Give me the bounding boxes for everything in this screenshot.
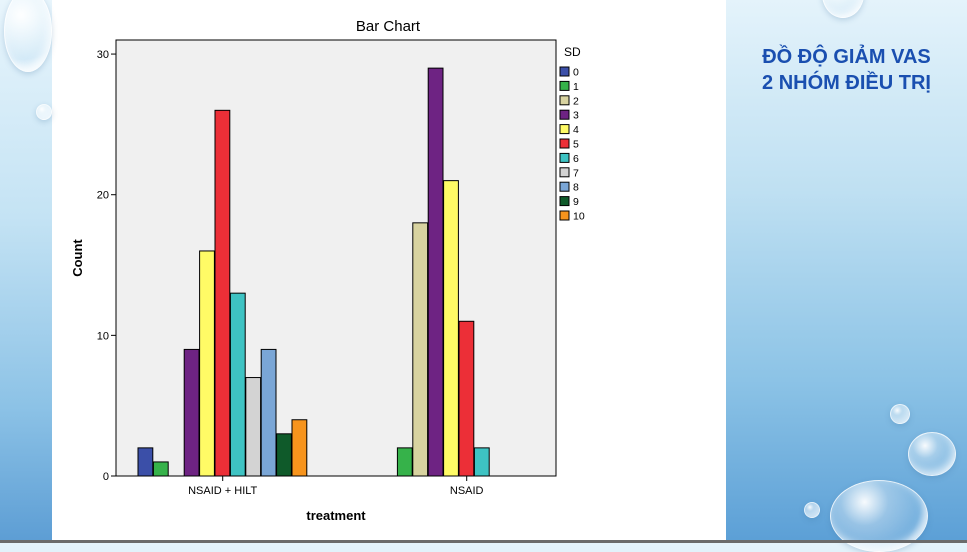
- legend-title: SD: [564, 45, 581, 59]
- slide-background-left: [0, 0, 52, 543]
- slide-title-line-1: ĐỒ ĐỘ GIẢM VAS: [762, 46, 931, 68]
- legend-swatch: [559, 196, 570, 207]
- slide-title: ĐỒ ĐỘ GIẢM VAS 2 NHÓM ĐIỀU TRỊ: [726, 44, 967, 96]
- bubble-decoration: [890, 404, 910, 424]
- legend-swatch: [559, 152, 570, 163]
- bar-nsaid-sd-2: [412, 222, 429, 477]
- bar-nsaid-hilt-sd-10: [291, 419, 308, 477]
- legend-label: 0: [573, 67, 579, 79]
- bar-nsaid-sd-4: [443, 180, 459, 477]
- bar-nsaid-hilt-sd-5: [214, 109, 231, 477]
- legend-swatch: [559, 80, 570, 91]
- bar-nsaid-sd-5: [458, 320, 475, 477]
- bubble-decoration: [804, 502, 820, 518]
- bar-nsaid-hilt-sd-7: [245, 377, 262, 477]
- legend-swatch: [559, 210, 570, 221]
- bubble-decoration: [908, 432, 956, 476]
- bar-nsaid-hilt-sd-9: [276, 433, 292, 477]
- x-axis-label: treatment: [306, 508, 366, 523]
- bubble-decoration: [822, 0, 864, 18]
- legend-label: 6: [573, 153, 579, 165]
- legend-swatch: [559, 95, 570, 106]
- y-axis-label: Count: [70, 239, 85, 277]
- x-tick-label: NSAID: [450, 485, 484, 497]
- bar-nsaid-hilt-sd-6: [229, 292, 246, 477]
- legend-label: 10: [573, 211, 585, 223]
- legend-swatch: [559, 124, 570, 135]
- legend-swatch: [559, 181, 570, 192]
- bar-nsaid-sd-3: [427, 67, 444, 477]
- bar-nsaid-hilt-sd-3: [183, 348, 200, 477]
- bar-nsaid-hilt-sd-4: [199, 250, 215, 477]
- y-tick-label: 20: [97, 190, 109, 202]
- legend-label: 1: [573, 81, 579, 93]
- legend-label: 9: [573, 196, 579, 208]
- legend-swatch: [559, 66, 570, 77]
- y-tick-label: 30: [97, 49, 109, 61]
- y-tick-label: 0: [103, 471, 109, 483]
- legend-label: 3: [573, 110, 579, 122]
- legend-label: 2: [573, 95, 579, 107]
- slide-bottom-border: [0, 540, 967, 543]
- x-tick-label: NSAID + HILT: [188, 485, 257, 497]
- bubble-decoration: [36, 104, 52, 120]
- legend-label: 8: [573, 182, 579, 194]
- plot-area: [115, 39, 557, 477]
- bar-nsaid-hilt-sd-8: [260, 348, 277, 477]
- legend-label: 5: [573, 139, 579, 151]
- legend-label: 4: [573, 124, 579, 136]
- legend-label: 7: [573, 167, 579, 179]
- chart-panel: Bar Chart 0 10 20 30 Count treatment NSAID + HI…: [52, 0, 726, 540]
- bar-nsaid-sd-1: [396, 447, 413, 477]
- bar-nsaid-hilt-sd-1: [152, 461, 169, 477]
- y-tick-label: 10: [97, 330, 109, 342]
- bar-nsaid-sd-6: [473, 447, 490, 477]
- bar-nsaid-hilt-sd-0: [137, 447, 154, 477]
- chart-title: Bar Chart: [356, 18, 421, 35]
- slide-title-line-2: 2 NHÓM ĐIỀU TRỊ: [762, 72, 931, 94]
- legend-swatch: [559, 138, 570, 149]
- legend-swatch: [559, 109, 570, 120]
- legend-swatch: [559, 167, 570, 178]
- bubble-decoration: [4, 0, 52, 72]
